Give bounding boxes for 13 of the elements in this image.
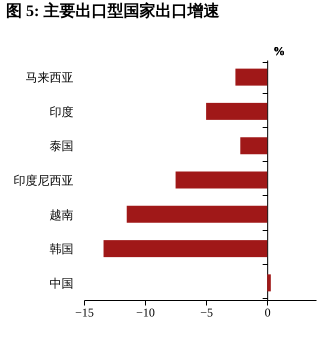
text: % (273, 44, 286, 58)
y-tick-label: 中国 (50, 276, 74, 290)
y-tick-label: 越南 (50, 208, 74, 222)
x-tick-label: 0 (264, 306, 271, 320)
x-tick-label: −5 (200, 306, 213, 320)
y-tick-label: 马来西亚 (26, 70, 74, 85)
y-tick-label: 印度尼西亚 (14, 174, 74, 188)
y-tick-label: 泰国 (50, 139, 74, 154)
x-tick-label: −10 (136, 306, 155, 320)
y-tick-label: 韩国 (50, 242, 74, 256)
y-tick-label: 印度 (50, 104, 74, 119)
chart-title: 图 5: 主要出口型国家出口增速 (6, 1, 220, 20)
x-tick-label: −15 (75, 306, 94, 320)
